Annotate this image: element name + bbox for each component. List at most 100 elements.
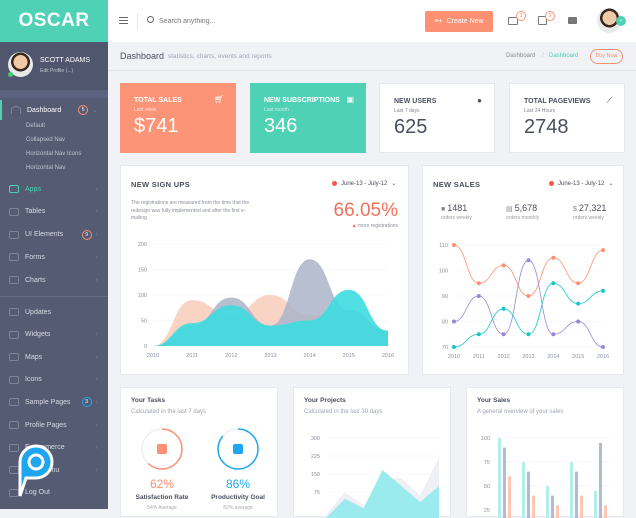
x-tick-label: 2015 bbox=[572, 354, 584, 360]
card-subtitle: Calculated in the last 7 days bbox=[131, 409, 207, 415]
y-tick-label: 80 bbox=[442, 320, 448, 326]
top-header: ≡+Create New 3 9 ⌄ bbox=[108, 0, 636, 42]
data-point bbox=[476, 281, 481, 286]
bar bbox=[503, 447, 506, 518]
date-range-label: June-13 - July-12 bbox=[341, 180, 388, 187]
sidebar-item-label: Log Out bbox=[25, 489, 50, 497]
chat-icon[interactable] bbox=[568, 17, 577, 24]
stat-title: TOTAL PAGEVIEWS bbox=[524, 98, 591, 105]
kpi-revenue: $ 27,321 orders weekly bbox=[573, 203, 606, 221]
x-tick-label: 2014 bbox=[304, 353, 316, 359]
y-tick-label: 100 bbox=[439, 269, 448, 275]
sidebar-item-label: Maps bbox=[25, 353, 43, 361]
date-range-dropdown[interactable]: June-13 - July-12 ⌄ bbox=[549, 180, 613, 187]
data-point bbox=[526, 294, 531, 298]
date-range-label: June-13 - July-12 bbox=[558, 180, 605, 187]
mail-icon[interactable] bbox=[508, 17, 518, 25]
trend-icon: ⟋ bbox=[606, 96, 612, 105]
watermark-logo bbox=[18, 444, 54, 497]
line-series-s3 bbox=[453, 282, 604, 348]
search-input[interactable] bbox=[159, 13, 299, 29]
brand-logo[interactable]: OSCAR bbox=[0, 0, 108, 42]
bar bbox=[498, 438, 501, 518]
data-point bbox=[452, 345, 456, 349]
sidebar-item-label: Dashboard bbox=[27, 106, 62, 114]
chevron-right-icon: › bbox=[95, 421, 98, 429]
sidebar-item-label: Widgets bbox=[25, 331, 51, 339]
data-point bbox=[576, 319, 581, 324]
subnav-horizontal-nav[interactable]: Horizontal Nav bbox=[26, 165, 66, 171]
bar bbox=[527, 471, 530, 518]
sidebar-item-tables[interactable]: Tables › bbox=[0, 202, 108, 222]
stat-card-new-users: NEW USERS Last 7 days 625 ● bbox=[379, 83, 495, 153]
data-point bbox=[501, 306, 506, 311]
badge: 3 bbox=[81, 397, 92, 408]
status-dot bbox=[549, 181, 554, 186]
calendar-icon[interactable] bbox=[538, 16, 547, 25]
x-tick-label: 2013 bbox=[522, 354, 534, 360]
subnav-default[interactable]: Default bbox=[26, 123, 46, 129]
user-name: SCOTT ADAMS bbox=[40, 57, 91, 64]
sidebar-item-apps[interactable]: Apps › bbox=[0, 179, 108, 199]
breadcrumb-current: Dashboard bbox=[549, 53, 579, 59]
stat-title: NEW USERS bbox=[394, 98, 437, 105]
y-tick-label: 50 bbox=[484, 484, 490, 490]
data-point bbox=[476, 294, 481, 298]
new-signups-card: NEW SIGN UPS June-13 - July-12 ⌄ The regi… bbox=[120, 165, 409, 375]
signup-percentage: 66.05% bbox=[333, 200, 398, 221]
projects-area-chart: 75 150 225 300 bbox=[311, 436, 439, 518]
sidebar-item-sample-pages[interactable]: Sample Pages 3 › bbox=[0, 392, 108, 412]
metric-value: 86% bbox=[225, 477, 251, 491]
y-tick-label: 50 bbox=[141, 319, 147, 325]
card-title: NEW SIGN UPS bbox=[131, 180, 191, 189]
sidebar-item-forms[interactable]: Forms › bbox=[0, 247, 108, 267]
bar bbox=[551, 495, 554, 518]
card-title: Your Projects bbox=[304, 397, 346, 404]
kpi-label: orders weekly bbox=[573, 215, 604, 221]
metric-label: Satisfaction Rate bbox=[135, 494, 189, 501]
edit-profile-link[interactable]: Edit Profile (...) bbox=[40, 68, 74, 74]
date-range-dropdown[interactable]: June-13 - July-12 ⌄ bbox=[332, 180, 396, 187]
sidebar-item-label: Tables bbox=[25, 208, 46, 216]
y-tick-label: 200 bbox=[138, 242, 147, 248]
online-indicator bbox=[8, 72, 13, 77]
y-tick-label: 0 bbox=[144, 344, 147, 350]
chevron-right-icon: › bbox=[95, 331, 98, 339]
buy-now-button[interactable]: Buy Now bbox=[590, 49, 623, 64]
sidebar-item-widgets[interactable]: Widgets › bbox=[0, 325, 108, 345]
hamburger-menu-icon[interactable] bbox=[119, 17, 128, 24]
sidebar-item-profile-pages[interactable]: Profile Pages › bbox=[0, 415, 108, 435]
stat-subtitle: Last week bbox=[134, 107, 157, 113]
area-series-s2 bbox=[326, 470, 439, 518]
sidebar-item-maps[interactable]: Maps › bbox=[0, 347, 108, 367]
y-tick-label: 110 bbox=[439, 243, 448, 249]
data-point bbox=[476, 332, 481, 337]
stat-title: TOTAL SALES bbox=[134, 97, 182, 104]
chevron-down-icon[interactable]: ⌄ bbox=[616, 16, 626, 26]
stat-value: $741 bbox=[134, 115, 179, 137]
chevron-right-icon: › bbox=[95, 398, 98, 406]
x-tick-label: 2011 bbox=[186, 353, 198, 359]
sidebar-item-ui-elements[interactable]: UI Elements 9 › bbox=[0, 225, 108, 245]
x-tick-label: 2010 bbox=[448, 354, 460, 360]
sidebar-item-charts[interactable]: Charts › bbox=[0, 270, 108, 290]
bar bbox=[575, 471, 578, 518]
metric-label: Productivity Goal bbox=[211, 494, 265, 501]
sidebar-item-updates[interactable]: Updates bbox=[0, 302, 108, 322]
data-point bbox=[601, 248, 605, 253]
bar bbox=[580, 495, 583, 518]
calendar-check-icon: ▣ bbox=[346, 95, 354, 104]
subnav-collapsed-nav[interactable]: Collapsed Nav bbox=[26, 137, 66, 143]
create-new-button[interactable]: ≡+ Create New bbox=[425, 11, 493, 32]
calendar-icon: ▤ bbox=[506, 206, 515, 213]
search-icon bbox=[147, 16, 154, 23]
chip-icon bbox=[233, 444, 243, 454]
data-point bbox=[551, 332, 556, 337]
sidebar-item-icons[interactable]: Icons › bbox=[0, 370, 108, 390]
data-point bbox=[601, 288, 605, 293]
subnav-horizontal-nav-icons[interactable]: Horizontal Nav Icons bbox=[26, 151, 82, 157]
x-tick-label: 2016 bbox=[382, 353, 394, 359]
sidebar-item-dashboard[interactable]: Dashboard 5 ⌄ bbox=[0, 100, 108, 120]
breadcrumb-item[interactable]: Dashboard bbox=[506, 53, 536, 59]
